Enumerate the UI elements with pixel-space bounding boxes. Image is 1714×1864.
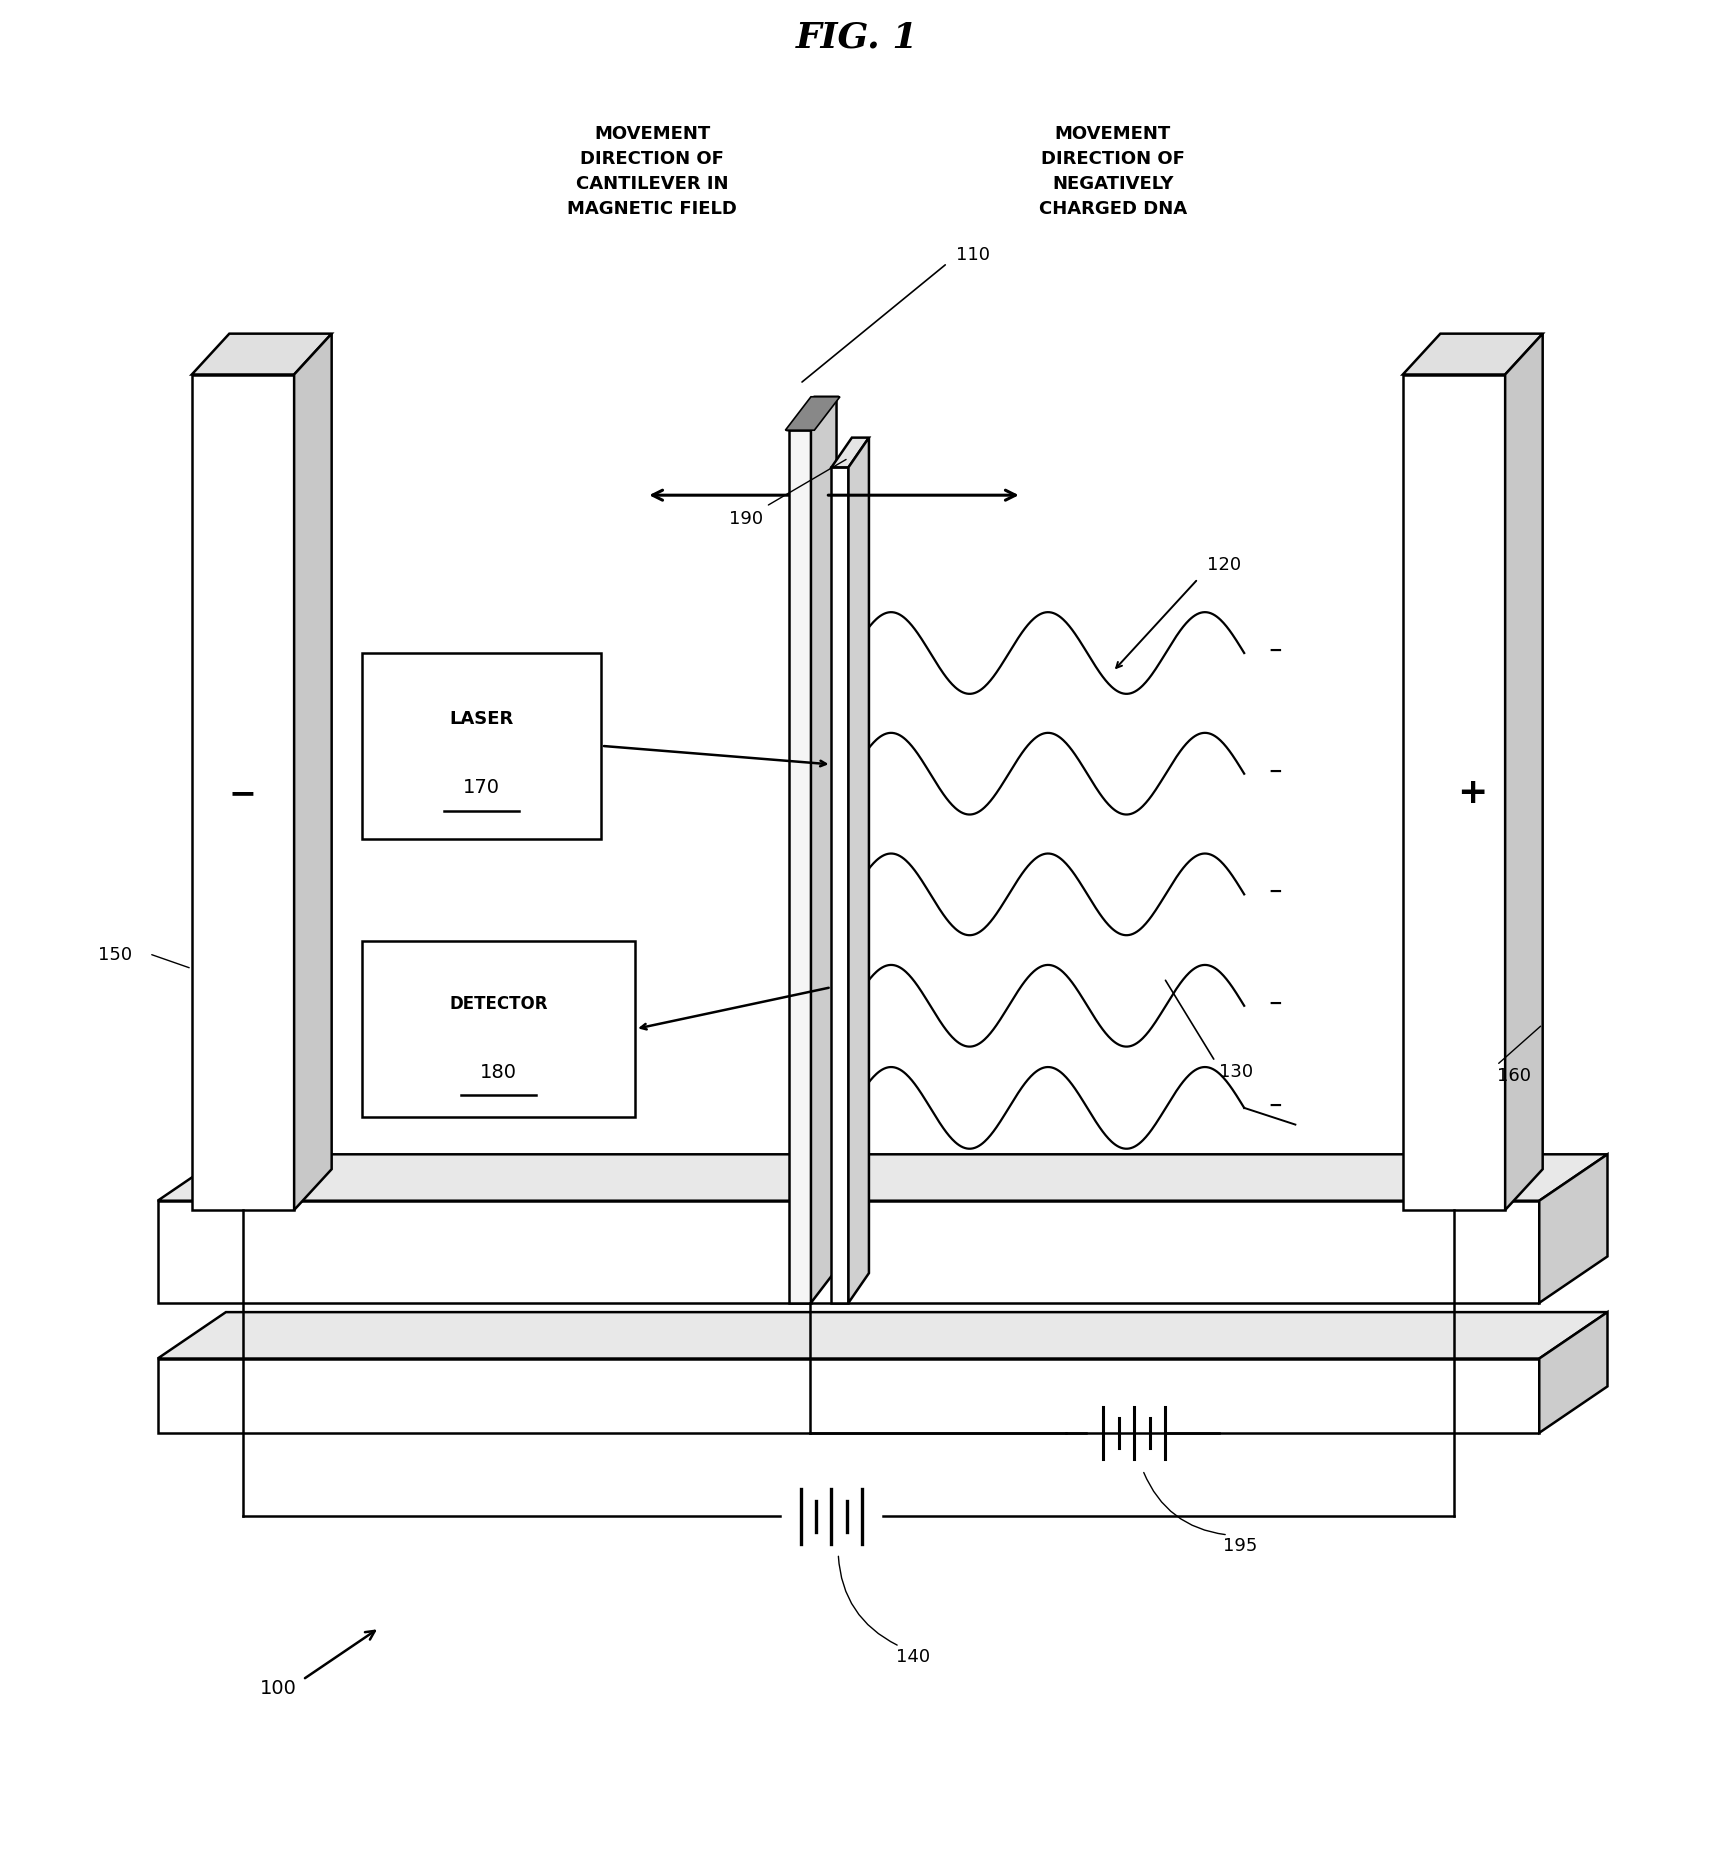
Text: FIG. 1: FIG. 1 <box>795 21 919 54</box>
Text: −: − <box>1268 994 1280 1012</box>
Polygon shape <box>788 431 811 1303</box>
Text: LASER: LASER <box>449 710 514 727</box>
Polygon shape <box>785 397 840 431</box>
Polygon shape <box>158 1154 1608 1200</box>
Text: −: − <box>230 775 257 809</box>
Polygon shape <box>158 1359 1539 1433</box>
Text: 170: 170 <box>463 777 500 796</box>
Text: 195: 195 <box>1222 1536 1258 1555</box>
Text: 150: 150 <box>98 945 132 964</box>
Polygon shape <box>158 1200 1539 1303</box>
Text: 120: 120 <box>1207 555 1241 574</box>
Text: −: − <box>1268 761 1280 779</box>
Text: −: − <box>1268 641 1280 660</box>
Polygon shape <box>192 334 331 375</box>
Polygon shape <box>1539 1154 1608 1303</box>
Text: 180: 180 <box>480 1062 518 1081</box>
Text: 130: 130 <box>1219 1062 1253 1081</box>
Text: MOVEMENT
DIRECTION OF
CANTILEVER IN
MAGNETIC FIELD: MOVEMENT DIRECTION OF CANTILEVER IN MAGN… <box>567 125 737 218</box>
Text: 110: 110 <box>956 246 991 265</box>
Bar <box>362 941 636 1118</box>
Polygon shape <box>831 438 869 468</box>
Bar <box>362 654 602 839</box>
Polygon shape <box>1402 375 1505 1210</box>
Text: 100: 100 <box>261 1678 297 1696</box>
Polygon shape <box>295 334 331 1210</box>
Text: 160: 160 <box>1496 1066 1531 1085</box>
Polygon shape <box>788 397 836 431</box>
Text: −: − <box>1268 882 1280 900</box>
Polygon shape <box>158 1312 1608 1359</box>
Polygon shape <box>848 438 869 1303</box>
Text: −: − <box>1268 1094 1280 1115</box>
Text: DETECTOR: DETECTOR <box>449 994 548 1012</box>
Polygon shape <box>811 397 836 1303</box>
Polygon shape <box>1539 1312 1608 1433</box>
Text: 140: 140 <box>896 1648 931 1665</box>
Polygon shape <box>1505 334 1543 1210</box>
Polygon shape <box>1402 334 1543 375</box>
Text: 190: 190 <box>728 460 847 528</box>
Text: MOVEMENT
DIRECTION OF
NEGATIVELY
CHARGED DNA: MOVEMENT DIRECTION OF NEGATIVELY CHARGED… <box>1039 125 1186 218</box>
Polygon shape <box>831 468 848 1303</box>
Text: +: + <box>1457 775 1488 809</box>
Polygon shape <box>192 375 295 1210</box>
